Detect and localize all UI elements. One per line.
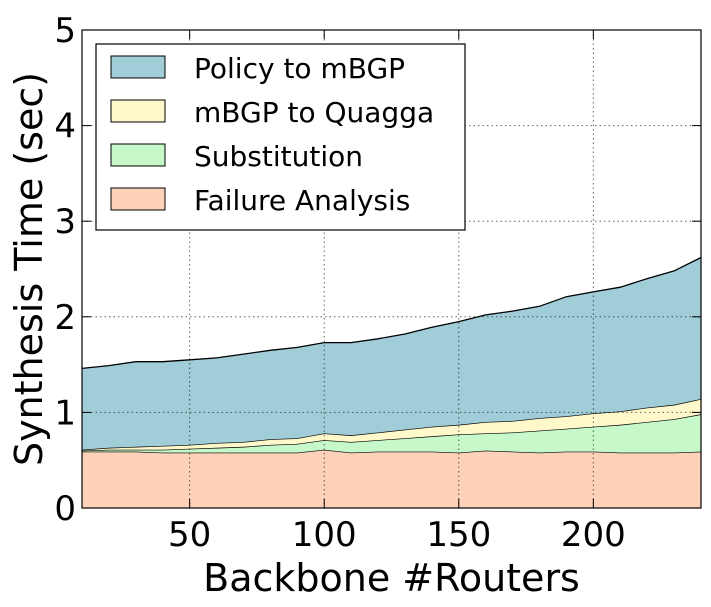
x-axis-label: Backbone #Routers xyxy=(203,556,580,600)
legend-label-mbgp-to-quagga: mBGP to Quagga xyxy=(194,96,434,129)
area-failure-analysis xyxy=(82,449,701,508)
y-tick-label: 2 xyxy=(54,298,76,338)
x-tick-label: 150 xyxy=(426,515,491,555)
x-tick-label: 200 xyxy=(561,515,626,555)
legend: Policy to mBGP mBGP to Quagga Substitution… xyxy=(95,43,466,231)
plot-frame xyxy=(81,29,702,509)
y-tick-label: 0 xyxy=(54,489,76,529)
legend-swatch-failure-analysis xyxy=(110,187,166,211)
area-substitution xyxy=(82,414,701,453)
area-series-group xyxy=(81,256,702,508)
tick-labels: 50 100 150 200 0 1 2 3 4 5 xyxy=(54,11,625,555)
legend-swatch-policy-to-mbgp xyxy=(110,55,166,79)
area-mbgp-to-quagga xyxy=(82,399,701,451)
legend-swatch-substitution xyxy=(110,143,166,167)
area-top-line-policy-to-mbgp xyxy=(81,256,702,370)
grid-lines xyxy=(82,30,701,508)
legend-swatch-mbgp-to-quagga xyxy=(110,99,166,123)
x-tick-label: 100 xyxy=(292,515,357,555)
legend-label-policy-to-mbgp: Policy to mBGP xyxy=(194,52,405,85)
y-tick-label: 1 xyxy=(54,393,76,433)
legend-label-failure-analysis: Failure Analysis xyxy=(194,184,410,217)
y-tick-label: 3 xyxy=(54,202,76,242)
legend-label-substitution: Substitution xyxy=(194,140,363,173)
x-tick-label: 50 xyxy=(168,515,211,555)
y-tick-label: 5 xyxy=(54,11,76,51)
axis-ticks xyxy=(82,29,701,509)
y-tick-label: 4 xyxy=(54,107,76,147)
y-axis-label: Synthesis Time (sec) xyxy=(7,72,51,466)
area-policy-to-mbgp xyxy=(82,257,701,450)
